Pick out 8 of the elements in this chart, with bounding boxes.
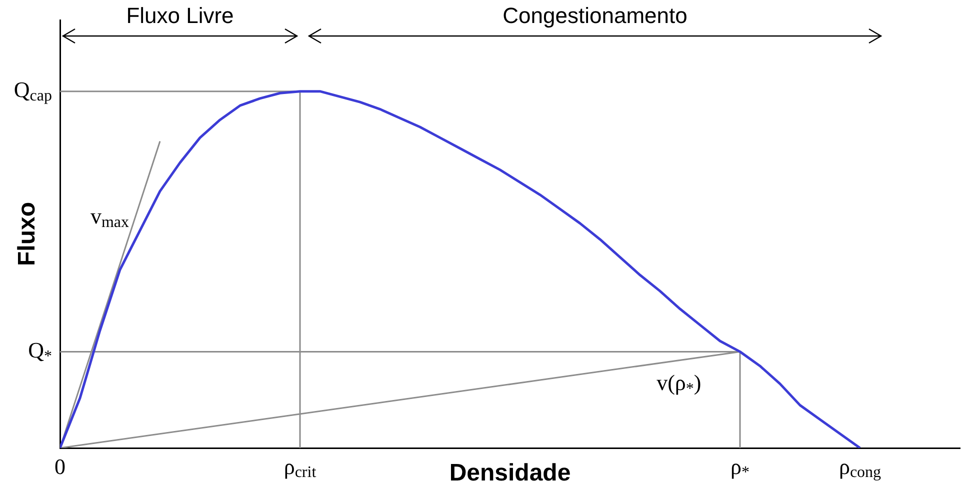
y-axis-title: Fluxo [14,202,41,266]
text: Congestionamento [502,3,688,28]
x-axis-title: Densidade [449,460,571,482]
text: Fluxo Livre [126,3,234,28]
x-tick-label: 0 [54,454,66,479]
annotation: Q* [28,337,52,365]
annotation: v(ρ*) [656,370,702,398]
x-tick-label: ρ* [730,454,750,482]
